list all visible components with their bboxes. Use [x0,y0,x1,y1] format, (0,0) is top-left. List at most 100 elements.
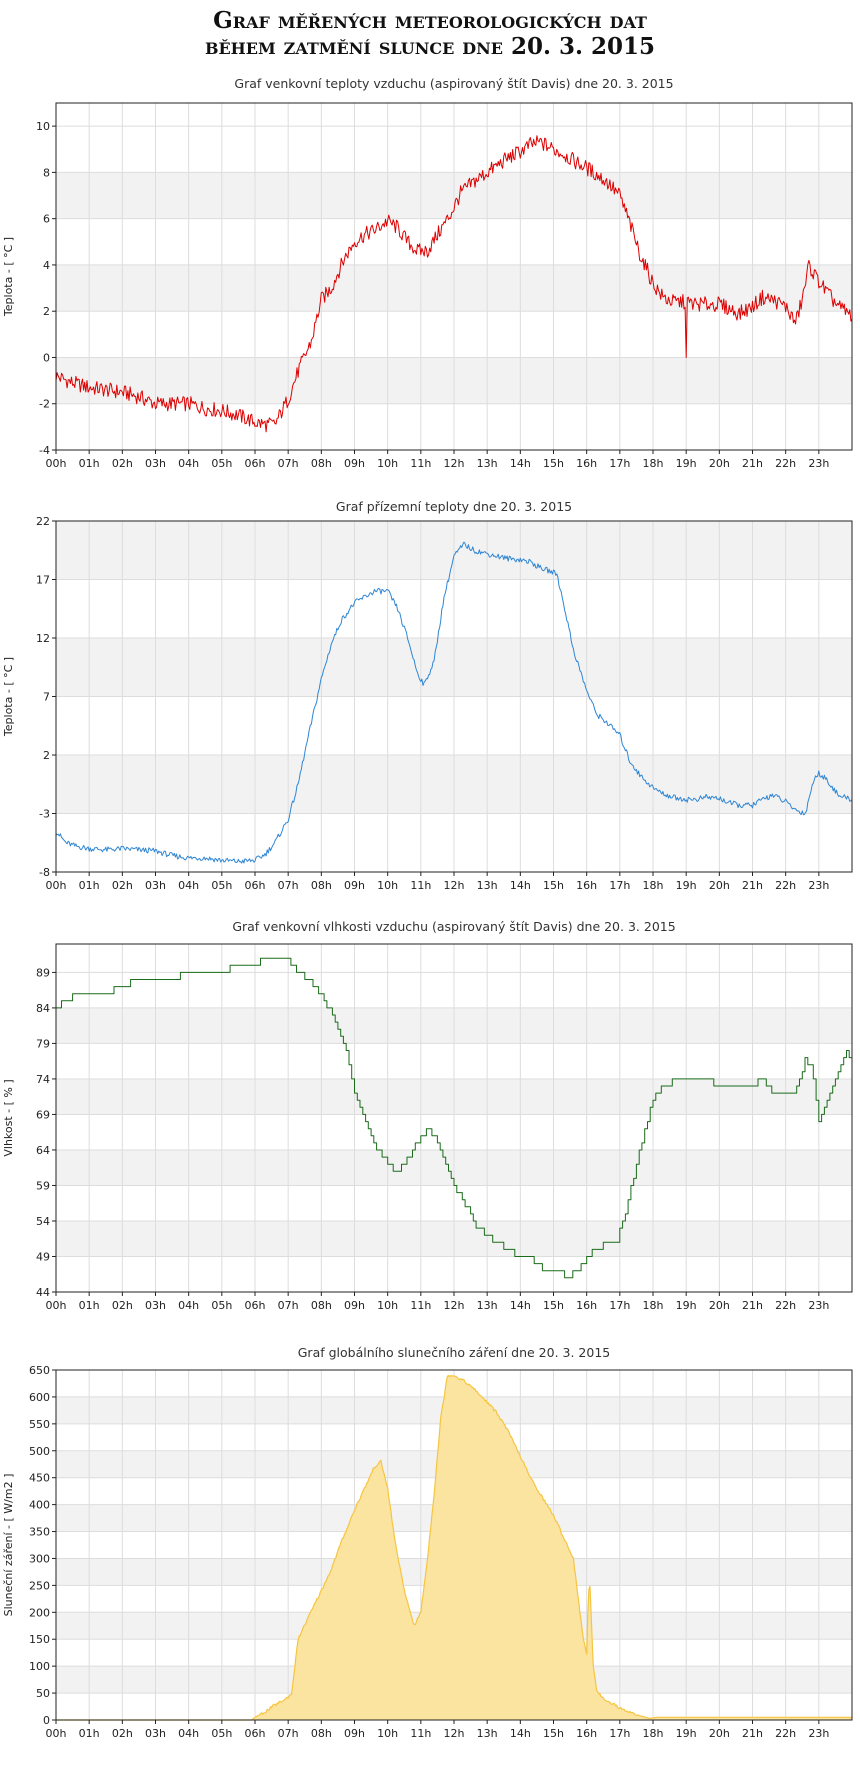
chart-air-temp: Graf venkovní teploty vzduchu (aspirovan… [2,76,853,470]
x-tick-label: 03h [145,1727,166,1740]
y-tick-label: 2 [43,305,50,318]
series-line [55,541,853,864]
x-tick-label: 19h [676,1299,697,1312]
x-tick-label: 05h [211,1727,232,1740]
x-tick-label: 03h [145,1299,166,1312]
x-tick-label: 00h [46,1299,67,1312]
y-tick-label: 50 [36,1687,50,1700]
chart-title: Graf venkovní teploty vzduchu (aspirovan… [234,76,673,91]
y-tick-label: 0 [43,1714,50,1727]
y-axis-label: Vlhkost - [ % ] [2,1079,15,1156]
x-tick-label: 09h [344,457,365,470]
x-tick-label: 11h [410,879,431,892]
series-line [56,957,852,1279]
y-tick-label: -3 [39,808,50,821]
x-tick-label: 11h [410,457,431,470]
y-tick-label: 64 [36,1144,50,1157]
x-tick-label: 22h [775,1727,796,1740]
x-tick-label: 00h [46,879,67,892]
x-tick-label: 14h [510,1299,531,1312]
y-tick-label: 300 [29,1552,50,1565]
x-tick-label: 15h [543,1299,564,1312]
x-tick-label: 17h [609,457,630,470]
x-tick-label: 20h [709,1727,730,1740]
x-tick-label: 08h [311,457,332,470]
x-tick-label: 05h [211,1299,232,1312]
x-tick-label: 15h [543,879,564,892]
x-tick-label: 16h [576,1727,597,1740]
y-tick-label: 74 [36,1073,50,1086]
x-tick-label: 00h [46,1727,67,1740]
y-tick-label: 79 [36,1037,50,1050]
y-tick-label: 600 [29,1391,50,1404]
chart-title: Graf venkovní vlhkosti vzduchu (aspirova… [232,919,675,934]
x-tick-label: 16h [576,457,597,470]
y-tick-label: 22 [36,515,50,528]
x-tick-label: 17h [609,1299,630,1312]
page-title: Graf měřených meteorologických dat během… [0,8,860,60]
x-tick-label: 21h [742,1727,763,1740]
y-tick-label: 350 [29,1526,50,1539]
y-tick-label: 2 [43,749,50,762]
x-tick-label: 17h [609,879,630,892]
x-tick-label: 13h [477,1299,498,1312]
x-tick-label: 14h [510,879,531,892]
x-tick-label: 00h [46,457,67,470]
x-tick-label: 11h [410,1299,431,1312]
x-tick-label: 03h [145,879,166,892]
y-tick-label: 6 [43,213,50,226]
y-tick-label: -8 [39,866,50,879]
chart-solar: Graf globálního slunečního záření dne 20… [2,1345,853,1740]
x-tick-label: 09h [344,879,365,892]
chart-ground-temp: Graf přízemní teploty dne 20. 3. 2015 -8 -… [2,499,853,892]
y-tick-label: 7 [43,691,50,704]
y-tick-label: 17 [36,574,50,587]
x-tick-label: 15h [543,1727,564,1740]
y-tick-label: 89 [36,966,50,979]
x-tick-label: 02h [112,1299,133,1312]
chart-humidity: Graf venkovní vlhkosti vzduchu (aspirova… [2,919,853,1312]
x-tick-label: 13h [477,1727,498,1740]
x-tick-label: 20h [709,457,730,470]
x-tick-label: 01h [79,1299,100,1312]
page-title-line2: během zatmění slunce dne 20. 3. 2015 [204,33,656,60]
y-tick-label: 100 [29,1660,50,1673]
x-tick-label: 18h [643,457,664,470]
x-tick-label: 02h [112,457,133,470]
x-tick-label: 13h [477,879,498,892]
x-tick-label: 04h [178,1727,199,1740]
x-tick-label: 20h [709,1299,730,1312]
x-tick-label: 04h [178,879,199,892]
x-tick-label: 17h [609,1727,630,1740]
x-tick-label: 23h [808,457,829,470]
chart-title: Graf přízemní teploty dne 20. 3. 2015 [336,499,572,514]
x-tick-label: 02h [112,1727,133,1740]
chart-title: Graf globálního slunečního záření dne 20… [298,1345,610,1360]
y-tick-label: 400 [29,1499,50,1512]
x-tick-label: 21h [742,457,763,470]
y-tick-label: 8 [43,166,50,179]
x-tick-label: 08h [311,1299,332,1312]
x-tick-label: 06h [245,1727,266,1740]
x-tick-label: 23h [808,1727,829,1740]
x-tick-label: 11h [410,1727,431,1740]
x-tick-label: 18h [643,1299,664,1312]
x-tick-label: 10h [377,879,398,892]
x-tick-label: 23h [808,879,829,892]
series-line [55,135,853,433]
y-tick-label: -4 [39,444,50,457]
x-tick-label: 06h [245,457,266,470]
x-tick-label: 05h [211,457,232,470]
x-tick-label: 15h [543,457,564,470]
x-tick-label: 13h [477,457,498,470]
x-tick-label: 10h [377,1727,398,1740]
x-tick-label: 07h [278,879,299,892]
x-tick-label: 14h [510,457,531,470]
x-tick-label: 06h [245,879,266,892]
x-tick-label: 02h [112,879,133,892]
y-axis-label: Teplota - [ °C ] [2,237,15,317]
y-tick-label: 500 [29,1445,50,1458]
y-tick-label: 49 [36,1250,50,1263]
series-area [56,1375,852,1720]
